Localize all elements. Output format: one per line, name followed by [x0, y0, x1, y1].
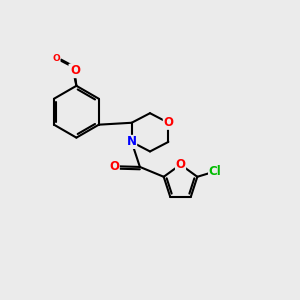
Text: O: O	[176, 158, 185, 171]
Text: O: O	[69, 64, 79, 78]
Text: O: O	[109, 160, 119, 173]
Text: Cl: Cl	[208, 165, 221, 178]
Text: O: O	[164, 116, 173, 129]
Text: N: N	[127, 135, 136, 148]
Text: O: O	[52, 54, 60, 63]
Text: O: O	[70, 64, 80, 77]
